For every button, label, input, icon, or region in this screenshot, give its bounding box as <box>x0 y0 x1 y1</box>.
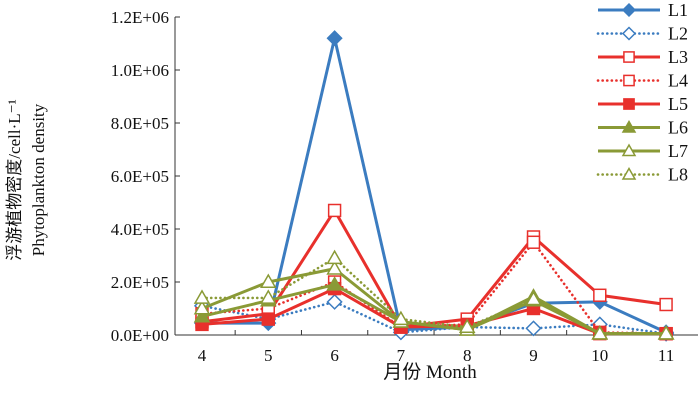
legend-label: L6 <box>668 118 688 138</box>
triangle-marker <box>326 260 343 275</box>
square-marker <box>526 235 541 249</box>
triangle-marker <box>193 307 211 323</box>
axes: 0.0E+00 2.0E+05 4.0E+05 6.0E+05 8.0E+05 1.0E+… <box>111 8 698 365</box>
y-tick-label: 8.0E+05 <box>111 114 169 133</box>
series-line-L4 <box>200 240 668 335</box>
y-tick-label: 1.2E+06 <box>111 8 169 27</box>
series-line-L2 <box>200 300 668 335</box>
y-tick-label: 2.0E+05 <box>111 273 169 292</box>
series-line-L7 <box>201 267 667 336</box>
x-tick-label: 11 <box>658 346 674 365</box>
legend-item-L8: L8 <box>596 165 688 185</box>
triangle-marker <box>193 289 211 304</box>
triangle-marker <box>621 166 637 180</box>
triangle-marker <box>657 325 675 340</box>
square-marker <box>623 74 635 87</box>
triangle-marker <box>193 299 211 315</box>
legend-label: L4 <box>668 71 688 91</box>
legend-item-L6: L6 <box>598 118 688 138</box>
y-axis-title-cn: 浮游植物密度/cell·L⁻¹ <box>5 99 24 260</box>
y-tick-label: 1.0E+06 <box>111 61 169 80</box>
x-tick-label: 8 <box>463 346 472 365</box>
diamond-marker <box>326 293 343 310</box>
triangle-marker <box>392 310 410 326</box>
legend: L1 L2 L3 L4 L5 L6 L7 L8 <box>596 0 688 185</box>
triangle-marker <box>326 276 343 291</box>
diamond-marker <box>525 320 542 337</box>
legend-label: L8 <box>668 165 688 185</box>
legend-label: L3 <box>668 47 688 67</box>
series-line-L1 <box>202 36 667 334</box>
triangle-marker <box>260 273 277 288</box>
series-lines <box>193 30 675 342</box>
diamond-marker <box>621 26 637 41</box>
square-marker <box>261 312 276 326</box>
square-marker <box>327 203 342 218</box>
square-marker <box>623 98 635 110</box>
series-L8 <box>193 249 675 340</box>
legend-label: L7 <box>668 141 688 161</box>
x-tick-label: 5 <box>264 346 273 365</box>
legend-label: L2 <box>668 24 688 44</box>
series-line-L8 <box>200 256 668 335</box>
x-axis-title: 月份 Month <box>383 361 477 383</box>
triangle-marker <box>621 119 637 133</box>
legend-item-L3: L3 <box>598 47 688 67</box>
x-tick-label: 4 <box>198 346 207 365</box>
square-marker <box>659 297 673 312</box>
y-tick-label: 4.0E+05 <box>111 220 169 239</box>
legend-label: L5 <box>668 94 688 114</box>
square-marker <box>623 51 635 63</box>
x-tick-label: 7 <box>397 346 406 365</box>
legend-item-L5: L5 <box>598 94 688 114</box>
legend-item-L2: L2 <box>596 24 688 44</box>
diamond-marker <box>621 2 637 18</box>
x-tick-label: 9 <box>529 346 538 365</box>
legend-label: L1 <box>668 0 688 20</box>
triangle-marker <box>458 318 476 334</box>
triangle-marker <box>525 290 542 306</box>
y-axis-title-en: Phytoplankton density <box>29 103 48 256</box>
legend-item-L4: L4 <box>596 71 688 91</box>
legend-item-L7: L7 <box>598 141 688 161</box>
triangle-marker <box>621 143 637 157</box>
diamond-marker <box>326 30 343 47</box>
x-tick-label: 6 <box>330 346 339 365</box>
x-tick-label: 10 <box>591 346 608 365</box>
square-marker <box>593 288 607 302</box>
legend-item-L1: L1 <box>598 0 688 20</box>
triangle-marker <box>326 249 343 265</box>
triangle-marker <box>591 325 609 340</box>
triangle-marker <box>260 289 277 304</box>
y-tick-label: 6.0E+05 <box>111 167 169 186</box>
y-tick-label: 0.0E+00 <box>111 326 169 345</box>
